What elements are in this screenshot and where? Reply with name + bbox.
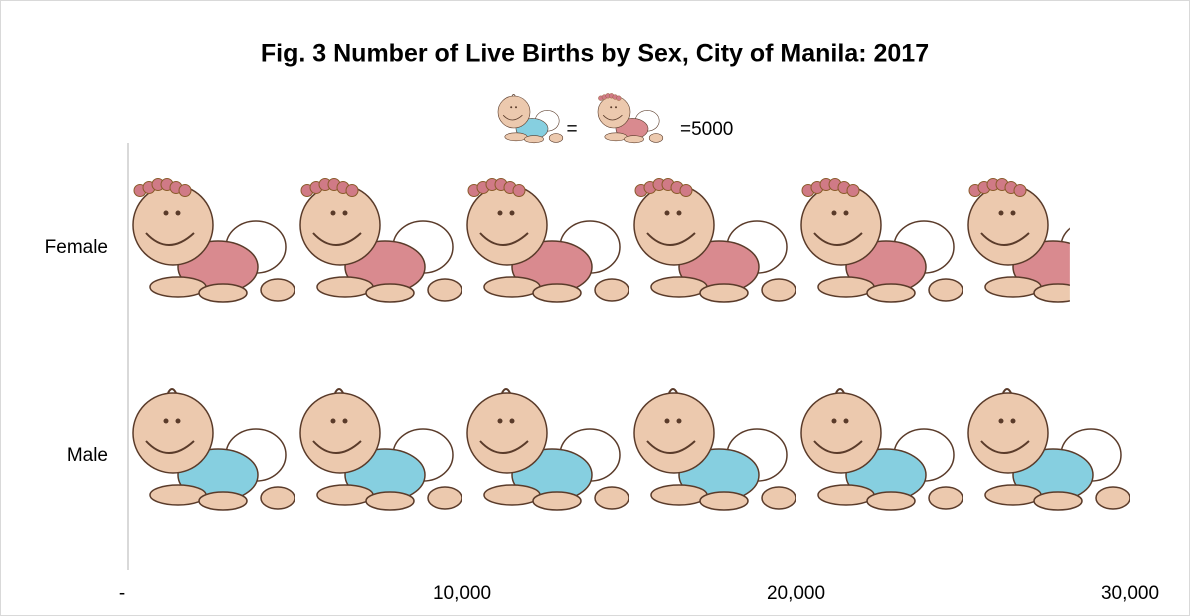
x-tick-label: 10,000: [433, 583, 491, 604]
y-tick-label: Male: [67, 445, 108, 466]
bar: [128, 175, 1070, 315]
y-tick-label: Female: [45, 237, 108, 258]
x-tick-label: 20,000: [767, 583, 825, 604]
chart: Fig. 3 Number of Live Births by Sex, Cit…: [0, 0, 1190, 616]
legend-unit: =5000: [680, 119, 733, 140]
bar: [128, 383, 1133, 523]
x-tick-label: -: [119, 583, 125, 604]
x-tick-label: 30,000: [1101, 583, 1159, 604]
legend-equals: =: [566, 119, 577, 140]
chart-title: Fig. 3 Number of Live Births by Sex, Cit…: [261, 40, 929, 68]
